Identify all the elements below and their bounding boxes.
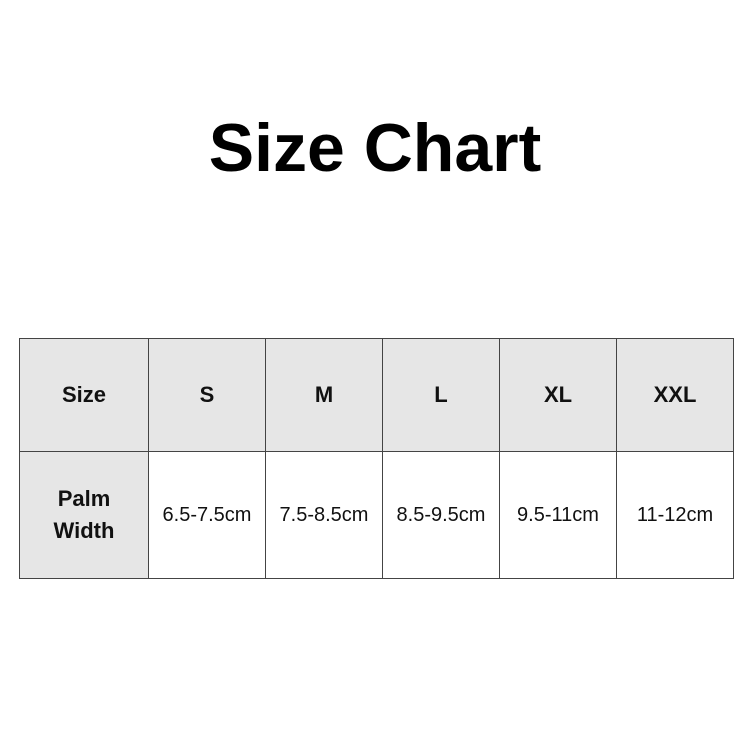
palm-width-cell: 7.5-8.5cm (265, 451, 383, 579)
header-label: Size (19, 338, 149, 452)
palm-width-cell: 8.5-9.5cm (382, 451, 500, 579)
size-cell: L (382, 338, 500, 452)
page-title: Size Chart (208, 110, 542, 186)
size-cell: M (265, 338, 383, 452)
row-label: Palm Width (19, 451, 149, 579)
row-label-line2: Width (53, 518, 115, 543)
palm-width-cell: 11-12cm (616, 451, 734, 579)
palm-width-cell: 9.5-11cm (499, 451, 617, 579)
size-cell: S (148, 338, 266, 452)
size-cell: XXL (616, 338, 734, 452)
size-chart-table: Size S M L XL XXL Palm Width 6.5-7.5cm 7.… (19, 338, 734, 579)
table-header-row: Size S M L XL XXL (19, 338, 734, 452)
row-label-line1: Palm (57, 486, 111, 511)
palm-width-cell: 6.5-7.5cm (148, 451, 266, 579)
size-cell: XL (499, 338, 617, 452)
table-row: Palm Width 6.5-7.5cm 7.5-8.5cm 8.5-9.5cm … (19, 451, 734, 579)
